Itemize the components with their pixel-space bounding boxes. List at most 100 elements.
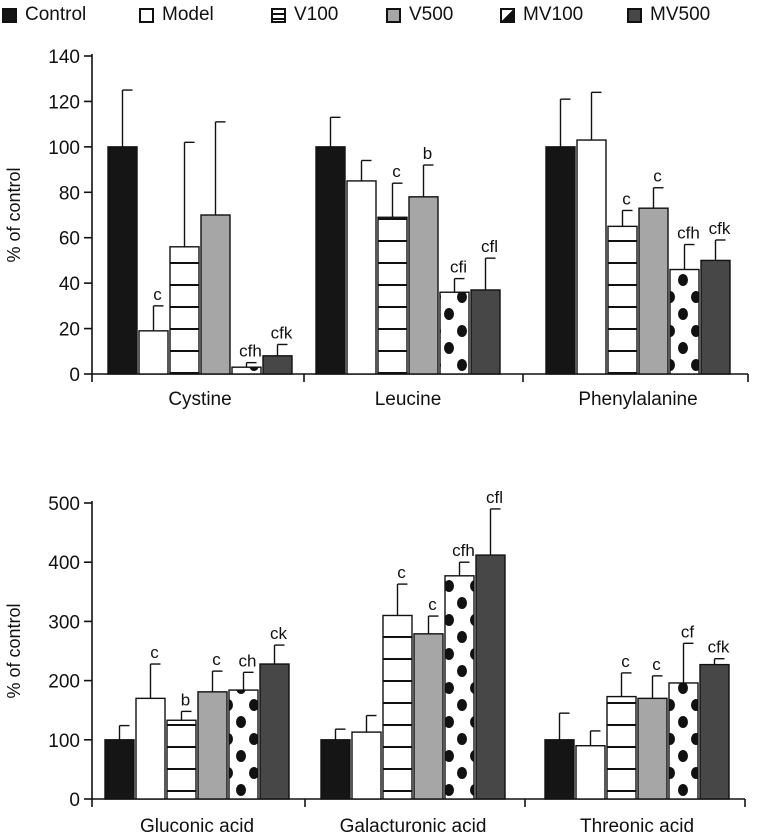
y-tick-label: 200: [48, 672, 80, 693]
y-tick-label: 500: [48, 494, 80, 515]
legend-swatch: [139, 7, 154, 23]
significance-label: c: [622, 189, 631, 208]
bar: [668, 682, 699, 800]
significance-label: cfl: [486, 488, 503, 507]
bar: [138, 330, 169, 375]
significance-label: cfk: [708, 638, 730, 657]
bar: [544, 739, 575, 800]
y-tick-label: 0: [69, 790, 80, 811]
bar: [470, 289, 501, 375]
legend-item-model: Model: [139, 3, 214, 27]
significance-label: cfk: [709, 219, 731, 238]
legend-label: MV100: [523, 4, 584, 25]
significance-label: c: [652, 655, 661, 674]
bar: [169, 246, 200, 375]
significance-label: cfh: [452, 541, 475, 560]
bar: [231, 366, 262, 375]
y-axis-label: % of control: [4, 603, 24, 698]
bar: [699, 663, 730, 800]
significance-label: b: [181, 690, 190, 709]
significance-label: cf: [681, 622, 695, 641]
bar: [606, 695, 637, 800]
significance-label: b: [423, 144, 432, 163]
bar: [637, 697, 668, 800]
significance-label: cfi: [450, 258, 467, 277]
legend-item-control: Control: [2, 3, 86, 27]
legend-swatch: [2, 7, 17, 23]
y-tick-label: 20: [59, 320, 80, 341]
y-tick-label: 40: [59, 274, 80, 295]
bar: [228, 689, 259, 800]
legend-item-mv100: MV100: [500, 3, 583, 27]
y-tick-label: 140: [48, 47, 80, 68]
bar: [346, 180, 377, 375]
bar: [135, 697, 166, 800]
legend-swatch: [627, 7, 642, 23]
y-tick-label: 400: [48, 553, 80, 574]
bar: [259, 663, 290, 800]
bar: [262, 355, 293, 375]
legend-label: Control: [25, 4, 87, 25]
legend-label: MV500: [650, 4, 711, 25]
y-tick-label: 100: [48, 138, 80, 159]
legend: Control Model V100 V500 MV100 MV500: [0, 3, 757, 27]
legend-item-mv500: MV500: [627, 3, 710, 27]
chart-panel-top: % of control 0 20 40 60 80 100 120 140 Cystine Leu…: [4, 47, 749, 410]
y-tick-label: 300: [48, 612, 80, 633]
legend-label: V500: [409, 4, 454, 25]
legend-item-v500: V500: [386, 3, 453, 27]
y-tick-label: 120: [48, 92, 80, 113]
bar: [166, 719, 197, 800]
bar: [200, 214, 231, 375]
x-category-label: Cystine: [168, 389, 231, 410]
significance-label: c: [397, 563, 406, 582]
x-category-label: Threonic acid: [580, 816, 694, 836]
bar: [382, 614, 413, 800]
x-category-label: Galacturonic acid: [340, 816, 487, 836]
significance-label: c: [150, 643, 159, 662]
bar: [545, 146, 576, 375]
legend-label: Model: [162, 4, 214, 25]
bar: [408, 196, 439, 375]
x-category-label: Leucine: [375, 389, 442, 410]
y-tick-label: 80: [59, 183, 80, 204]
y-tick-label: 100: [48, 731, 80, 752]
significance-label: c: [153, 285, 162, 304]
bar: [475, 554, 506, 800]
significance-label: c: [621, 652, 630, 671]
significance-label: cfh: [239, 342, 262, 361]
bar: [444, 575, 475, 800]
x-category-label: Gluconic acid: [140, 816, 254, 836]
bar: [700, 259, 731, 375]
bar: [107, 146, 138, 375]
y-tick-label: 0: [69, 365, 80, 386]
significance-label: cfk: [271, 323, 293, 342]
x-category-label: Phenylalanine: [578, 389, 697, 410]
bar: [104, 739, 135, 800]
legend-swatch: [500, 7, 515, 23]
bar: [576, 139, 607, 375]
y-axis-label: % of control: [4, 167, 24, 262]
significance-label: ch: [239, 651, 257, 670]
legend-swatch: [271, 7, 286, 23]
bar: [320, 739, 351, 800]
significance-label: ck: [270, 624, 288, 643]
bar: [638, 207, 669, 375]
bar: [315, 146, 346, 375]
significance-label: c: [653, 167, 662, 186]
bar: [607, 225, 638, 375]
legend-swatch: [386, 7, 401, 23]
significance-label: c: [428, 595, 437, 614]
significance-label: c: [212, 650, 221, 669]
bar: [351, 731, 382, 800]
significance-label: cfl: [481, 237, 498, 256]
chart-panel-bottom: % of control 0 100 200 300 400 500 Gluconic aci…: [4, 488, 746, 836]
legend-label: V100: [294, 4, 339, 25]
bar: [413, 633, 444, 800]
bar: [669, 268, 700, 375]
bar: [575, 745, 606, 800]
y-tick-label: 60: [59, 229, 80, 250]
legend-item-v100: V100: [271, 3, 338, 27]
bar: [377, 216, 408, 375]
